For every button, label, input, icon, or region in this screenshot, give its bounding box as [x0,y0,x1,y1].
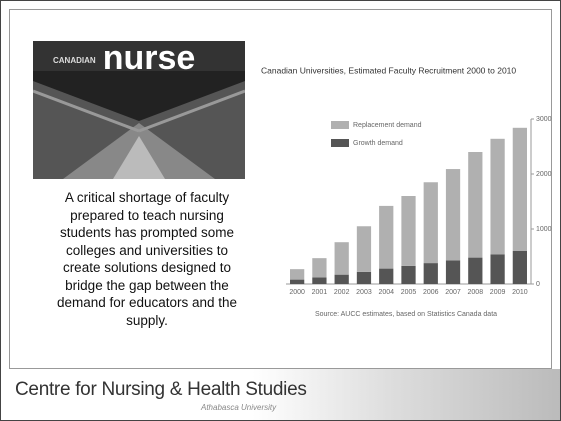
bar-segment [335,242,349,274]
bar-segment [490,254,504,284]
y-tick-label: 0 [536,281,540,288]
y-tick-label: 2000 [536,171,552,178]
bar-segment [335,275,349,284]
bar-segment [290,280,304,284]
description-line: bridge the gap between the [31,277,263,295]
bar-segment [513,251,527,284]
description-line: students has prompted some [31,224,263,242]
bar-segment [357,272,371,284]
x-tick-label: 2008 [468,289,484,296]
bar-segment [290,269,304,279]
x-tick-label: 2001 [312,289,328,296]
bar-segment [424,182,438,263]
cover-title: nurse [103,41,196,77]
x-tick-label: 2004 [378,289,394,296]
bar-segment [446,260,460,284]
description-line: colleges and universities to [31,242,263,260]
legend-label: Replacement demand [353,122,422,129]
bar-segment [312,258,326,277]
bar-segment [513,128,527,251]
footer: Centre for Nursing & Health Studies Atha… [1,369,560,420]
cover-kicker: CANADIAN [53,56,96,65]
footer-title: Centre for Nursing & Health Studies [15,379,307,401]
bar-segment [468,258,482,284]
footer-subtitle: Athabasca University [201,403,276,412]
bar-segment [401,196,415,266]
x-tick-label: 2005 [401,289,417,296]
legend-swatch [331,121,349,129]
bar-segment [468,152,482,258]
bar-segment [424,263,438,284]
bar-segment [312,277,326,284]
x-tick-label: 2002 [334,289,350,296]
y-tick-label: 3000 [536,116,552,123]
chart-title: Canadian Universities, Estimated Faculty… [261,65,516,75]
description-line: supply. [31,312,263,330]
description-line: A critical shortage of faculty [31,189,263,207]
legend-label: Growth demand [353,140,403,147]
x-tick-label: 2006 [423,289,439,296]
description-line: prepared to teach nursing [31,207,263,225]
legend-swatch [331,139,349,147]
x-tick-label: 2003 [356,289,372,296]
bar-segment [379,269,393,284]
chart: Canadian Universities, Estimated Faculty… [256,61,560,331]
bar-segment [446,169,460,260]
slide: CANADIAN nurse A critical shortage of fa… [0,0,561,421]
magazine-cover: CANADIAN nurse [33,41,245,179]
description-line: demand for educators and the [31,294,263,312]
x-tick-label: 2000 [289,289,305,296]
bar-segment [379,206,393,269]
chart-source: Source: AUCC estimates, based on Statist… [315,311,497,318]
x-tick-label: 2009 [490,289,506,296]
x-tick-label: 2007 [445,289,461,296]
description-line: create solutions designed to [31,259,263,277]
bar-segment [357,226,371,272]
bar-segment [401,266,415,284]
y-tick-label: 1000 [536,226,552,233]
bar-segment [490,139,504,255]
x-tick-label: 2010 [512,289,528,296]
